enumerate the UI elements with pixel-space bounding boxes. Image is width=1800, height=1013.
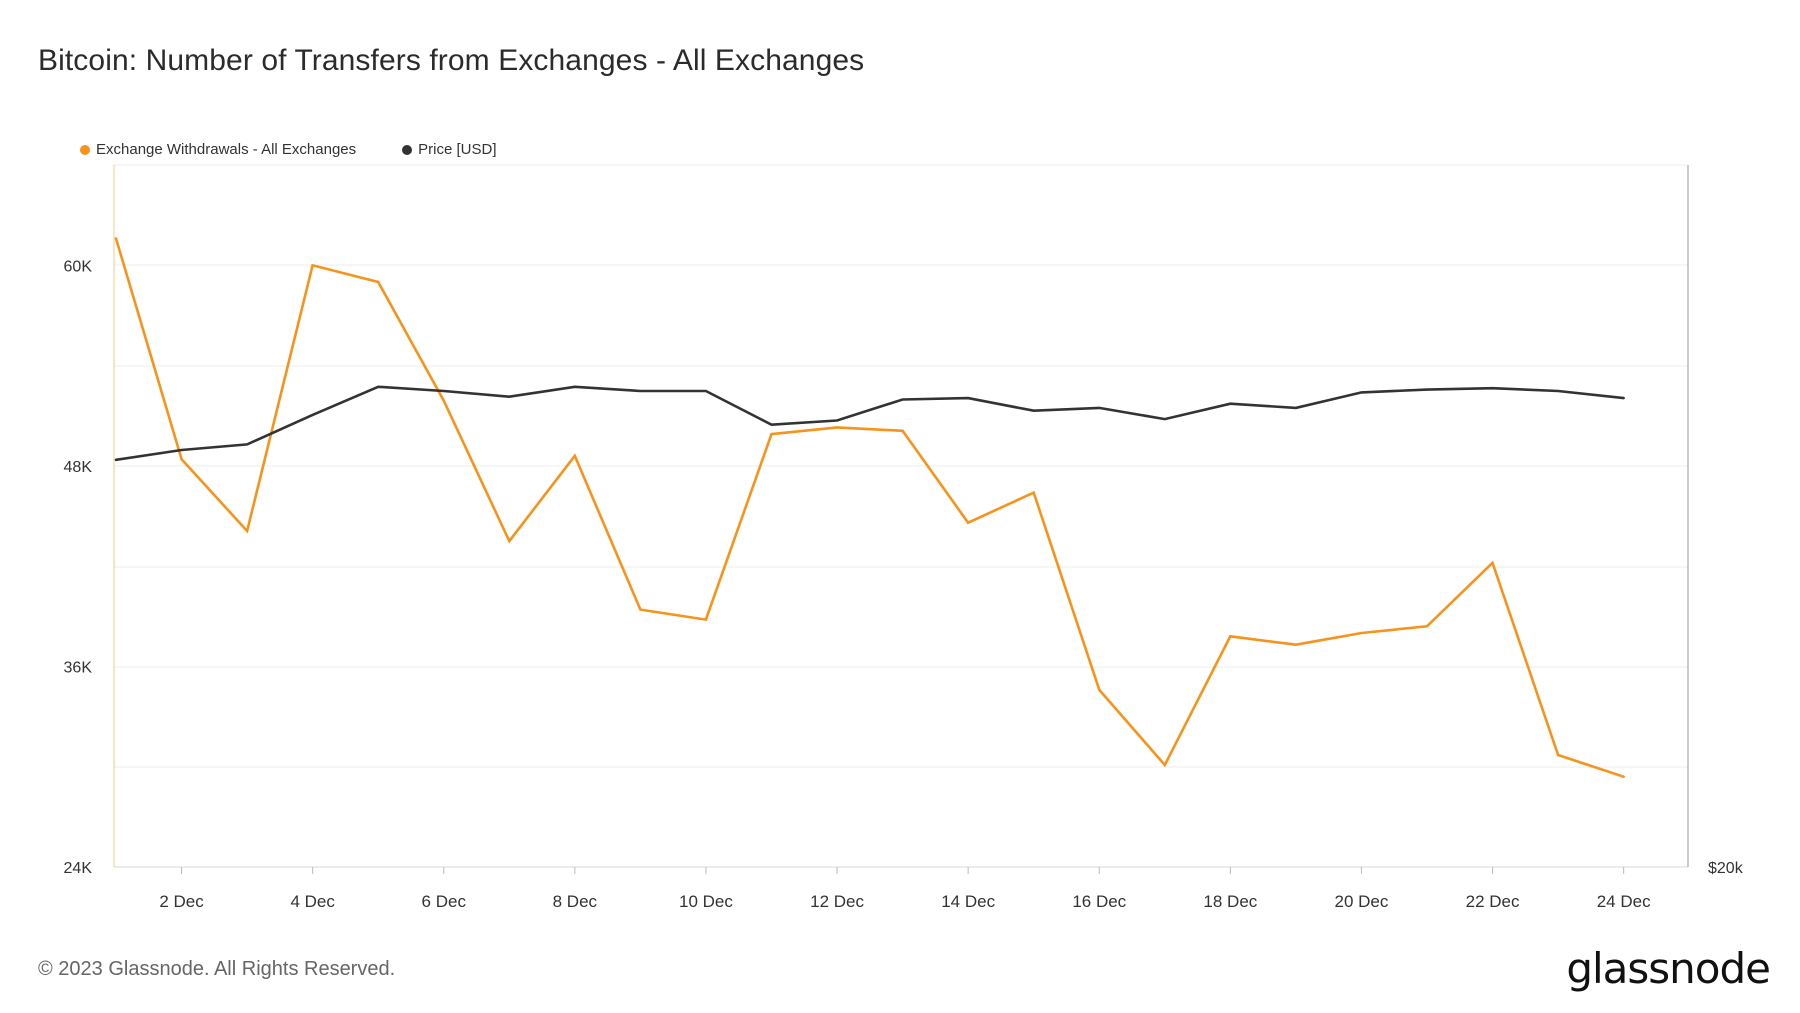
x-tick-label: 16 Dec <box>1072 892 1126 911</box>
legend-label-price: Price [USD] <box>418 141 497 158</box>
copyright-text: © 2023 Glassnode. All Rights Reserved. <box>38 958 396 980</box>
y-tick-label: 24K <box>64 860 93 877</box>
series-line-price <box>114 385 1625 462</box>
x-tick-label: 2 Dec <box>159 892 204 911</box>
legend-item-withdrawals[interactable]: Exchange Withdrawals - All Exchanges <box>80 141 356 158</box>
series-line-withdrawals <box>114 237 1625 779</box>
legend-label-withdrawals: Exchange Withdrawals - All Exchanges <box>96 141 357 158</box>
x-tick-label: 14 Dec <box>941 892 995 911</box>
x-tick-label: 12 Dec <box>810 892 864 911</box>
y-tick-label: 48K <box>64 459 93 476</box>
chart-title: Bitcoin: Number of Transfers from Exchan… <box>38 44 865 77</box>
glassnode-logo: glassnode <box>1566 944 1771 993</box>
x-tick-label: 22 Dec <box>1466 892 1520 911</box>
x-tick-label: 18 Dec <box>1203 892 1257 911</box>
x-tick-label: 20 Dec <box>1335 892 1389 911</box>
legend-item-price[interactable]: Price [USD] <box>402 141 497 158</box>
y-tick-label: 36K <box>64 659 93 676</box>
y-right-tick-label: $20k <box>1708 860 1744 877</box>
withdrawals-dot-icon <box>80 144 90 155</box>
x-tick-label: 6 Dec <box>422 892 467 911</box>
price-dot-icon <box>402 144 413 155</box>
x-tick-label: 4 Dec <box>290 892 335 911</box>
y-tick-label: 60K <box>64 258 93 275</box>
legend: Exchange Withdrawals - All Exchanges Pri… <box>80 141 497 158</box>
x-tick-label: 24 Dec <box>1597 892 1651 911</box>
x-tick-label: 10 Dec <box>679 892 733 911</box>
x-tick-label: 8 Dec <box>553 892 598 911</box>
